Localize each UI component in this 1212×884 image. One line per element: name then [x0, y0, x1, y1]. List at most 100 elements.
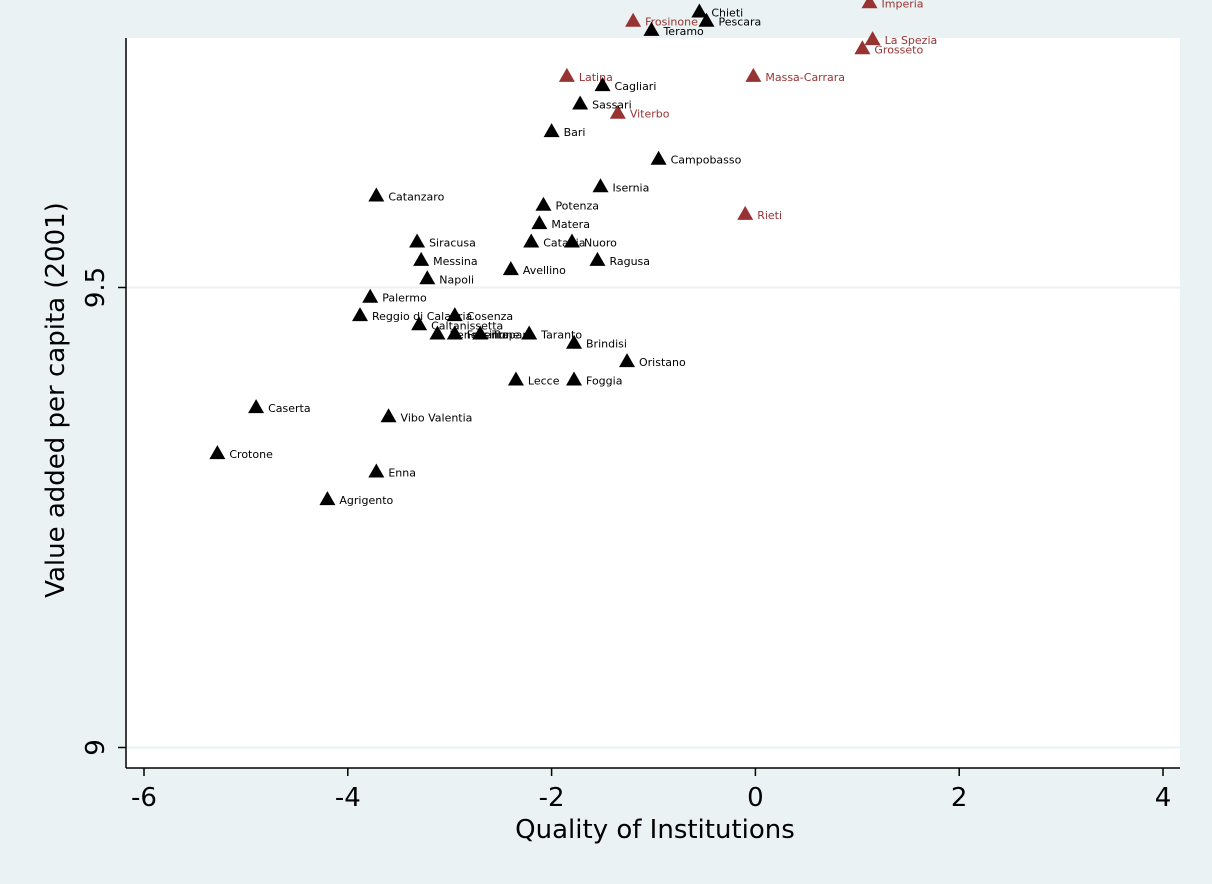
data-point — [566, 371, 583, 386]
point-label: Rieti — [757, 209, 782, 222]
point-label: Nuoro — [584, 237, 617, 250]
data-point — [523, 233, 540, 248]
y-axis-title: Value added per capita (2001) — [41, 202, 71, 598]
data-point — [507, 371, 524, 386]
point-label: Cagliari — [615, 80, 657, 93]
point-label: Agrigento — [339, 494, 393, 507]
point-label: Catania — [543, 237, 585, 250]
point-label: Taranto — [540, 329, 582, 342]
point-label: Vibo Valentia — [401, 411, 473, 424]
data-points: RomaPratoAnconaArezzoPerugiaPesaro e Urb… — [209, 0, 938, 507]
point-label: Palermo — [382, 292, 427, 305]
plot-area — [126, 38, 1180, 768]
data-point — [502, 261, 519, 276]
x-tick-label: -4 — [335, 783, 361, 813]
data-point — [558, 67, 575, 82]
data-point — [380, 408, 397, 423]
data-point — [472, 325, 489, 340]
data-point — [609, 104, 626, 119]
data-point — [368, 187, 385, 202]
data-point — [446, 307, 463, 322]
x-tick-label: 2 — [951, 783, 968, 813]
data-point — [446, 325, 463, 340]
point-label: Napoli — [439, 273, 474, 286]
x-tick-label: 4 — [1155, 783, 1172, 813]
point-label: Lecce — [528, 375, 560, 388]
point-label: Isernia — [613, 181, 650, 194]
data-point — [409, 233, 426, 248]
data-point — [521, 325, 538, 340]
data-point — [413, 251, 430, 266]
data-point — [411, 316, 428, 331]
data-point — [854, 40, 871, 55]
axes — [125, 38, 1180, 769]
data-point — [535, 196, 552, 211]
data-point — [429, 325, 446, 340]
data-point — [209, 445, 226, 460]
point-label: Latina — [579, 71, 613, 84]
x-tick-label: -2 — [539, 783, 565, 813]
point-label: Reggio di Calabria — [372, 310, 472, 323]
data-point — [248, 399, 265, 414]
data-point — [362, 288, 379, 303]
point-label: Viterbo — [630, 108, 670, 121]
data-point — [352, 307, 369, 322]
point-label: Oristano — [639, 356, 686, 369]
point-label: Siracusa — [429, 237, 476, 250]
gridlines — [126, 286, 1180, 749]
data-point — [864, 31, 881, 46]
y-tick-label: 9 — [81, 739, 111, 756]
point-label: Teramo — [662, 25, 704, 38]
point-label: Massa-Carrara — [765, 71, 845, 84]
data-point — [543, 123, 560, 138]
x-axis-title: Quality of Institutions — [515, 815, 795, 845]
data-point — [572, 95, 589, 110]
point-label: Frosinone — [645, 16, 698, 29]
data-point — [319, 491, 336, 506]
data-point — [531, 215, 548, 230]
y-tick-label: 9.5 — [81, 267, 111, 308]
data-point — [589, 251, 606, 266]
data-point — [691, 3, 708, 18]
data-point — [650, 150, 667, 165]
point-label: Cosenza — [467, 310, 513, 323]
series-1: MilanoNovaraLeccoComoVareseCremonaLodiAl… — [209, 3, 761, 507]
point-label: Enna — [388, 467, 416, 480]
data-point — [698, 12, 715, 27]
point-label: Avellino — [523, 264, 566, 277]
point-label: Bari — [564, 126, 586, 139]
point-label: Chieti — [711, 7, 743, 20]
point-label: Catanzaro — [388, 191, 444, 204]
data-point — [643, 21, 660, 36]
point-label: Ragusa — [609, 255, 650, 268]
point-label: Grosseto — [874, 43, 923, 56]
point-label: Frosinone — [467, 329, 520, 342]
data-point — [368, 463, 385, 478]
point-label: Imperia — [882, 0, 924, 10]
x-tick-label: -6 — [131, 783, 157, 813]
point-label: Pescara — [718, 16, 761, 29]
point-label: Matera — [551, 218, 590, 231]
data-point — [619, 353, 636, 368]
point-label: Campobasso — [671, 154, 742, 167]
point-label: Caltanissetta — [431, 319, 503, 332]
data-point — [861, 0, 878, 9]
data-point — [419, 270, 436, 285]
data-point — [625, 12, 642, 27]
point-label: Sassari — [592, 99, 632, 112]
data-point — [594, 77, 611, 92]
x-tick-label: 0 — [747, 783, 764, 813]
point-label: Messina — [433, 255, 478, 268]
point-label: Caserta — [268, 402, 311, 415]
point-label: Brindisi — [586, 338, 627, 351]
point-label: La Spezia — [885, 34, 938, 47]
data-point — [563, 233, 580, 248]
point-label: Crotone — [229, 448, 273, 461]
data-point — [745, 67, 762, 82]
data-point — [592, 178, 609, 193]
data-point — [566, 334, 583, 349]
data-point — [737, 205, 754, 220]
point-label: Potenza — [555, 200, 599, 213]
